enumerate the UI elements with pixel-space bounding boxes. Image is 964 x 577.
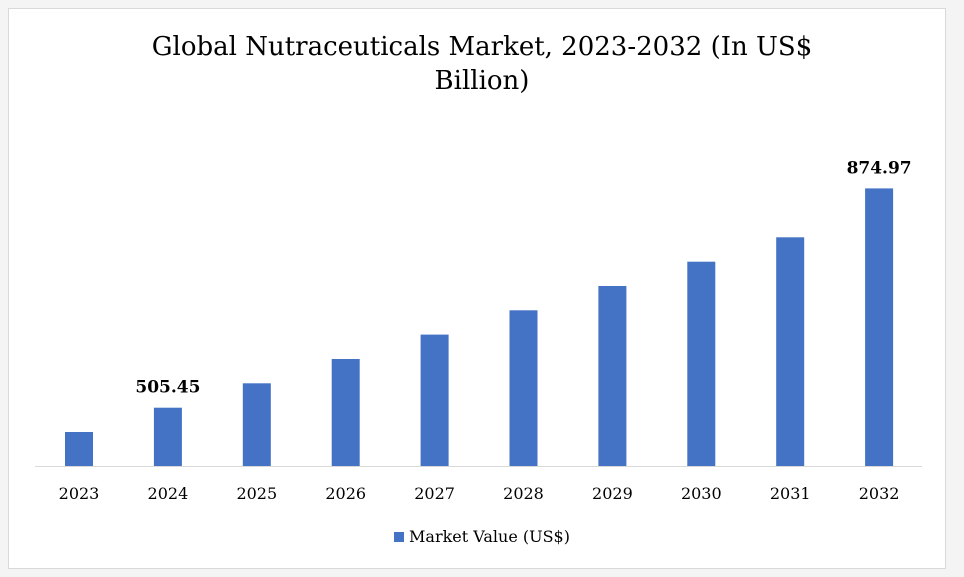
- legend-swatch: [394, 532, 405, 542]
- chart-title-text: Global Nutraceuticals Market, 2023-2032 …: [151, 32, 813, 96]
- data-label-2024: 505.45: [135, 378, 200, 398]
- x-tick-label-2023: 2023: [59, 484, 100, 503]
- x-tick-label-2026: 2026: [325, 484, 366, 503]
- x-tick-label-2029: 2029: [592, 484, 633, 503]
- x-tick-label-2027: 2027: [414, 484, 455, 503]
- bar-2027: [420, 334, 449, 466]
- bar-2030: [687, 261, 716, 466]
- bar-2023: [65, 432, 93, 466]
- bar-2024: [153, 407, 182, 466]
- x-tick-label-2028: 2028: [503, 484, 544, 503]
- bar-2031: [776, 237, 805, 466]
- x-tick-label-2032: 2032: [859, 484, 900, 503]
- x-tick-label-2025: 2025: [236, 484, 277, 503]
- x-tick-label-2024: 2024: [148, 484, 189, 503]
- bar-2029: [598, 286, 627, 466]
- x-tick-label-2030: 2030: [681, 484, 722, 503]
- x-tick-label-2031: 2031: [770, 484, 811, 503]
- bar-2025: [242, 383, 271, 466]
- bar-2028: [509, 310, 538, 466]
- chart-title: Global Nutraceuticals Market, 2023-2032 …: [0, 30, 964, 98]
- legend-label: Market Value (US$): [409, 527, 570, 546]
- legend: Market Value (US$): [0, 527, 964, 546]
- bar-2026: [331, 359, 360, 466]
- bar-2032: [865, 188, 894, 466]
- data-label-2032: 874.97: [847, 158, 912, 178]
